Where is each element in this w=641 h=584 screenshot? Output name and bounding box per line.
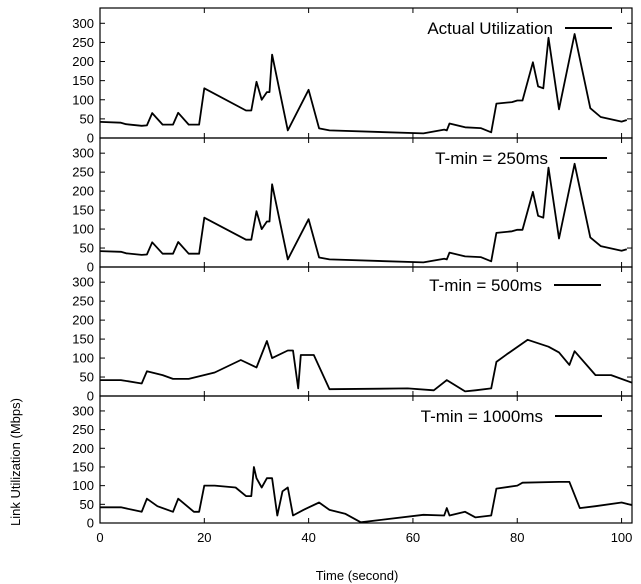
y-axis-title: Link Utilization (Mbps)	[8, 398, 23, 526]
legend-label: T-min = 500ms	[429, 276, 542, 295]
y-tick-label: 300	[72, 146, 94, 161]
legend-label: Actual Utilization	[427, 19, 553, 38]
y-tick-label: 200	[72, 441, 94, 456]
panel-2: 0 50 100 150 200 250 300 T-min = 250ms	[72, 137, 633, 275]
panel-3: 0 50 100 150 200 250 300 T-min = 500ms	[72, 266, 633, 404]
legend-label: T-min = 250ms	[435, 149, 548, 168]
y-tick-label: 50	[80, 241, 94, 256]
series-line	[100, 466, 633, 524]
y-tick-label: 0	[87, 131, 94, 146]
panel-4: 0 50 100 150 200 250 300 T-min = 1000ms	[72, 395, 633, 531]
y-tick-label: 0	[87, 516, 94, 531]
y-tick-label: 0	[87, 260, 94, 275]
panel-frame	[99, 137, 633, 268]
y-tick-label: 150	[72, 459, 94, 474]
legend-label: T-min = 1000ms	[421, 407, 543, 426]
series-line	[100, 338, 633, 393]
y-tick-label: 300	[72, 16, 94, 31]
y-tick-label: 150	[72, 203, 94, 218]
y-tick-label: 150	[72, 73, 94, 88]
y-tick-label: 300	[72, 275, 94, 290]
y-tick-label: 250	[72, 35, 94, 50]
x-tick-label: 40	[301, 530, 315, 545]
y-tick-label: 50	[80, 111, 94, 126]
y-tick-label: 50	[80, 370, 94, 385]
series-line	[99, 162, 628, 264]
x-tick-label: 0	[96, 530, 103, 545]
panel-frame	[99, 266, 633, 397]
y-tick-label: 250	[72, 422, 94, 437]
x-tick-label: 100	[611, 530, 633, 545]
y-tick-label: 0	[87, 389, 94, 404]
x-tick-label: 80	[510, 530, 524, 545]
x-tick-label: 60	[406, 530, 420, 545]
y-tick-label: 50	[80, 497, 94, 512]
panel-frame	[99, 395, 633, 524]
x-tick-label: 20	[197, 530, 211, 545]
y-tick-label: 250	[72, 294, 94, 309]
y-tick-label: 200	[72, 184, 94, 199]
y-tick-label: 250	[72, 165, 94, 180]
y-tick-label: 100	[72, 478, 94, 493]
x-axis-title: Time (second)	[316, 568, 399, 583]
y-tick-label: 200	[72, 54, 94, 69]
y-tick-label: 200	[72, 313, 94, 328]
y-tick-label: 100	[72, 92, 94, 107]
y-tick-label: 100	[72, 351, 94, 366]
y-tick-label: 150	[72, 332, 94, 347]
panel-1: 0 50 100 150 200 250 300 Actual Utilization	[72, 7, 633, 146]
y-tick-label: 300	[72, 403, 94, 418]
y-tick-label: 100	[72, 222, 94, 237]
series-line	[99, 33, 628, 135]
